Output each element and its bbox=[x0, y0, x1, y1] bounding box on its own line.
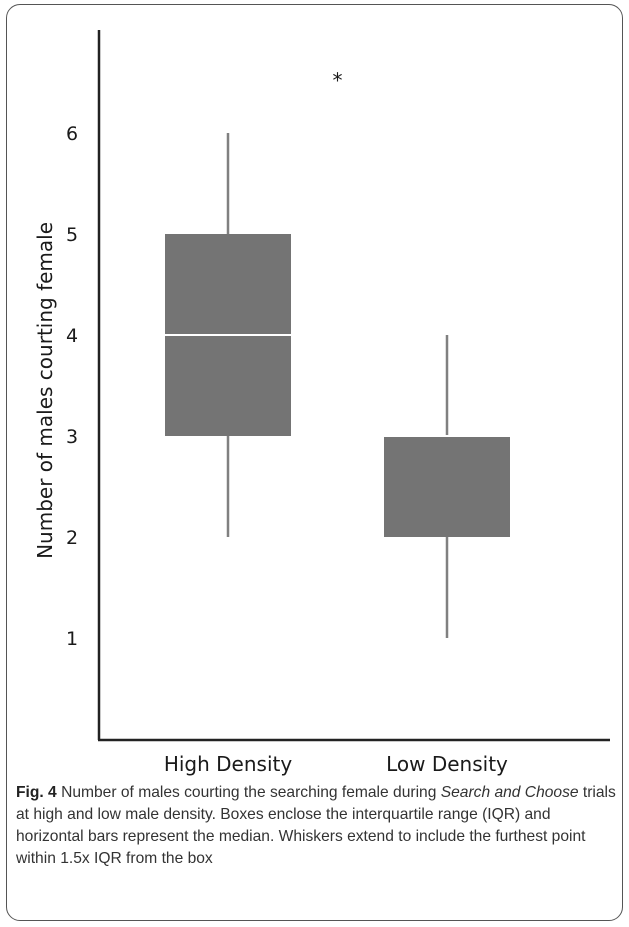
box-plots bbox=[165, 133, 510, 638]
y-tick-labels: 1 2 3 4 5 6 bbox=[66, 123, 78, 650]
y-tick-label: 3 bbox=[66, 426, 78, 448]
category-label: High Density bbox=[164, 752, 293, 776]
y-tick-label: 1 bbox=[66, 628, 78, 650]
figure-label: Fig. 4 bbox=[16, 784, 57, 801]
category-labels: High Density Low Density bbox=[164, 752, 508, 776]
y-tick-label: 6 bbox=[66, 123, 78, 145]
caption-text-part-2: trials at high and low male density. Box… bbox=[16, 784, 616, 867]
y-tick-label: 2 bbox=[66, 527, 78, 549]
box-plot-chart: 1 2 3 4 5 6 High Density Low Density * Number … bbox=[33, 30, 610, 776]
box-plot-low-density bbox=[384, 335, 510, 638]
category-label: Low Density bbox=[386, 752, 508, 776]
axes bbox=[97, 30, 610, 742]
caption-italic-text: Search and Choose bbox=[440, 784, 579, 801]
caption-text-part-1: Number of males courting the searching f… bbox=[56, 784, 441, 801]
figure-frame bbox=[6, 4, 623, 921]
box-plot-high-density bbox=[165, 133, 291, 537]
iqr-box bbox=[384, 436, 510, 537]
y-axis-label: Number of males courting female bbox=[33, 222, 57, 559]
figure-caption: Fig. 4 Number of males courting the sear… bbox=[16, 782, 616, 870]
significance-annotation: * bbox=[333, 68, 343, 92]
y-tick-label: 5 bbox=[66, 224, 78, 246]
y-tick-label: 4 bbox=[66, 325, 78, 347]
